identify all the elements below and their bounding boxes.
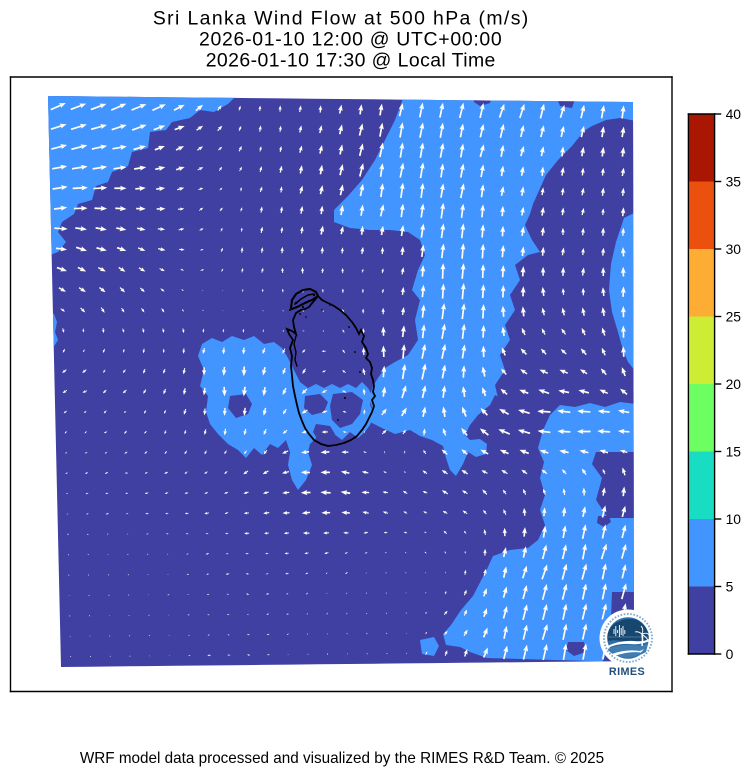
svg-text:2026-01-10 12:00 @ UTC+00:00: 2026-01-10 12:00 @ UTC+00:00 — [199, 29, 502, 51]
svg-text:20: 20 — [726, 376, 742, 392]
svg-text:2026-01-10 17:30 @ Local Time: 2026-01-10 17:30 @ Local Time — [206, 50, 496, 72]
svg-text:10: 10 — [726, 511, 742, 527]
svg-text:RIMES: RIMES — [609, 666, 645, 678]
svg-text:30: 30 — [726, 241, 742, 257]
svg-text:25: 25 — [726, 309, 742, 325]
svg-text:Sri Lanka Wind Flow at 500 hPa: Sri Lanka Wind Flow at 500 hPa (m/s) — [153, 8, 530, 30]
svg-text:15: 15 — [726, 444, 742, 460]
svg-text:40: 40 — [726, 106, 742, 122]
svg-text:WRF model data processed and v: WRF model data processed and visualized … — [80, 750, 604, 767]
svg-text:5: 5 — [726, 579, 734, 595]
svg-text:35: 35 — [726, 174, 742, 190]
svg-text:0: 0 — [726, 646, 734, 662]
